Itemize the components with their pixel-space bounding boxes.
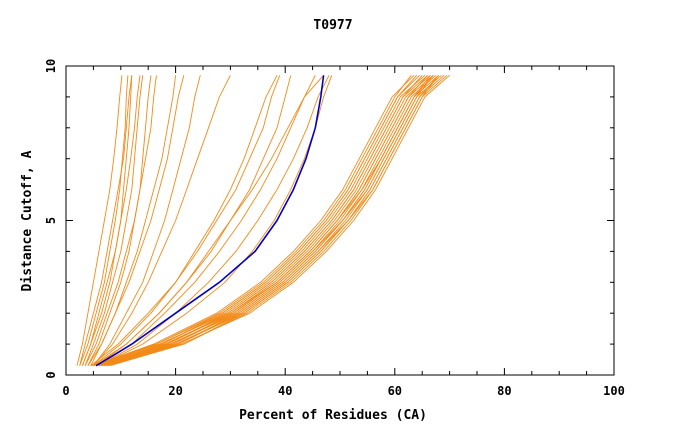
model-series-line-7 (79, 75, 129, 366)
model-series-line-39 (101, 75, 434, 367)
x-axis-label: Percent of Residues (CA) (239, 408, 427, 423)
x-tick-label: 20 (168, 384, 182, 398)
chart-title: T0977 (313, 18, 352, 33)
model-series-line-35 (106, 75, 434, 367)
series-layer (76, 74, 450, 367)
model-series-line-11 (93, 75, 201, 366)
highlight-series-line (95, 75, 325, 367)
model-series-line-2 (79, 75, 133, 366)
model-series-line-16 (93, 75, 324, 367)
model-series-line-15 (98, 75, 316, 367)
model-series-line-12 (93, 75, 231, 366)
x-tick-label: 60 (388, 384, 402, 398)
model-series-line-27 (95, 74, 426, 367)
model-series-line-38 (98, 75, 431, 367)
model-series-line-19 (98, 75, 333, 367)
model-series-line-5 (81, 75, 133, 366)
model-series-line-6 (87, 75, 152, 366)
y-tick-label: 0 (44, 371, 58, 378)
x-tick-label: 0 (62, 384, 69, 398)
model-series-line-26 (93, 74, 415, 367)
model-series-line-10 (87, 75, 185, 366)
model-series-line-8 (84, 75, 157, 366)
y-tick-label: 10 (44, 59, 58, 73)
y-axis-label: Distance Cutoff, A (20, 150, 35, 291)
model-series-line-4 (84, 75, 144, 366)
y-tick-label: 5 (44, 217, 58, 224)
model-series-line-21 (93, 74, 428, 367)
model-series-line-37 (95, 75, 412, 367)
model-series-line-40 (104, 75, 439, 367)
model-series-line-17 (98, 75, 330, 367)
model-series-line-1 (76, 75, 123, 366)
x-tick-label: 80 (497, 384, 511, 398)
model-series-line-24 (101, 74, 445, 367)
x-tick-label: 100 (603, 384, 625, 398)
model-series-line-32 (98, 75, 418, 367)
x-tick-label: 40 (278, 384, 292, 398)
model-series-line-18 (90, 75, 281, 367)
axis-layer: 0 20 40 60 80 100 0 5 10 (44, 59, 625, 398)
model-series-line-13 (93, 75, 278, 367)
